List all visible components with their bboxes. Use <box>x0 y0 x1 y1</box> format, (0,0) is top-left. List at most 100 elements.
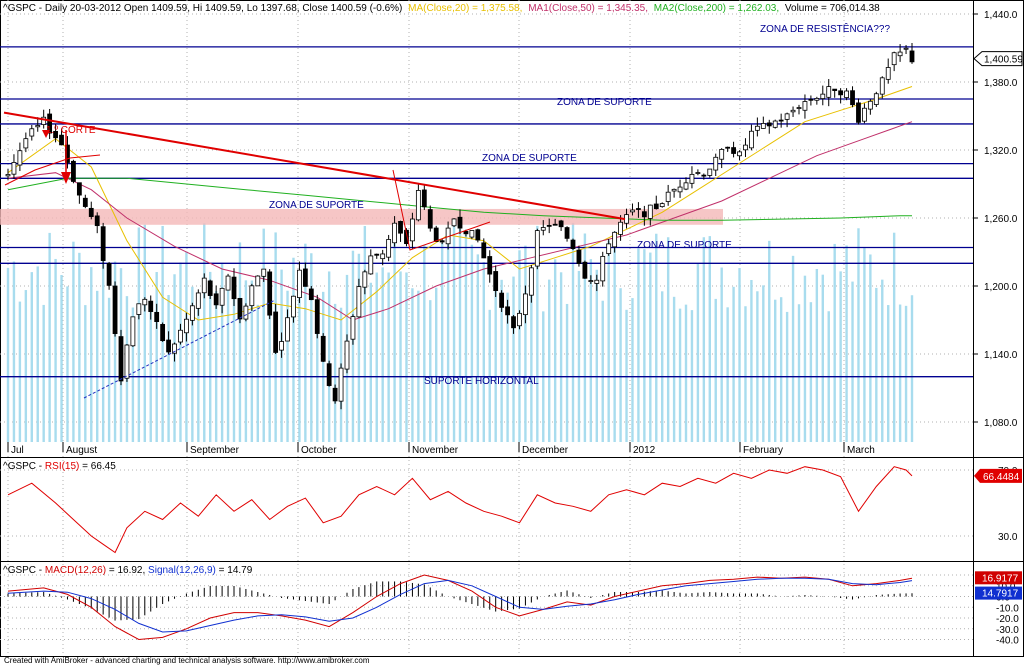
candle-body <box>707 168 713 176</box>
macd-tick-label: -30.0 <box>996 625 1019 636</box>
price-tick-label: 1,200.0 <box>984 282 1018 293</box>
candle-body <box>178 329 183 343</box>
volume-bar <box>42 304 45 442</box>
volume-bar <box>107 297 111 442</box>
candle-body <box>410 218 415 242</box>
date-tick-label: October <box>301 445 337 456</box>
candle-body <box>17 150 23 166</box>
volume-bar <box>530 287 533 442</box>
candlesticks <box>5 43 915 410</box>
candle-body <box>689 173 695 184</box>
candle-body <box>844 90 849 98</box>
candle-body <box>356 286 362 318</box>
candle-body <box>612 231 618 248</box>
candle-body <box>653 203 659 210</box>
candle-body <box>891 52 897 66</box>
candle-body <box>195 292 201 309</box>
candle-body <box>826 86 832 98</box>
candle-body <box>671 188 677 192</box>
volume-bar <box>738 268 741 442</box>
support-zone-label-3: ZONA DE SUPORTE <box>269 200 364 211</box>
volume-bar <box>744 306 747 442</box>
candle-body <box>261 268 267 277</box>
volume-bar <box>78 252 81 442</box>
candle-body <box>499 292 505 308</box>
volume-bar <box>292 257 295 442</box>
candle-body <box>29 128 35 137</box>
candle-body <box>903 47 909 50</box>
candle-body <box>814 97 820 101</box>
candle-body <box>285 317 290 342</box>
candle-body <box>243 305 249 320</box>
rsi-value-marker <box>974 468 1022 483</box>
price-tick-label: 1,320.0 <box>984 146 1018 157</box>
volume-bar <box>881 279 884 442</box>
candle-body <box>189 305 195 321</box>
candle-body <box>249 285 255 307</box>
volume-bar <box>506 292 509 442</box>
last-price-label: 1,400.59 <box>984 55 1023 66</box>
candle-body <box>451 218 457 227</box>
volume-bar <box>637 248 640 442</box>
horizontal-support-label: SUPORTE HORIZONTAL <box>424 376 539 387</box>
date-tick-label: March <box>847 445 875 456</box>
candle-body <box>374 253 380 256</box>
volume-bar <box>60 275 63 442</box>
volume-bar <box>464 234 468 442</box>
candle-body <box>219 287 225 306</box>
candle-body <box>713 156 719 171</box>
candle-body <box>862 107 867 122</box>
candle-body <box>695 172 701 174</box>
candle-body <box>897 51 903 57</box>
candle-body <box>564 227 570 239</box>
volume-bar <box>191 286 194 442</box>
candle-body <box>225 275 231 291</box>
candle-body <box>505 306 510 316</box>
volume-bar <box>209 271 212 442</box>
volume-bar <box>375 272 378 442</box>
volume-bar <box>137 227 141 442</box>
volume-bar <box>720 267 723 442</box>
volume-bar <box>393 236 396 442</box>
volume-bar <box>803 275 807 442</box>
cut-arrow-head <box>61 172 71 184</box>
candle-body <box>731 147 736 154</box>
candle-body <box>94 215 100 227</box>
candle-body <box>433 227 439 242</box>
date-tick-label: December <box>522 445 569 456</box>
macd-tick-label: -40.0 <box>996 636 1019 647</box>
candle-body <box>142 298 148 306</box>
candle-body <box>308 288 314 301</box>
volume-bar <box>18 301 22 442</box>
candle-body <box>415 190 421 221</box>
candle-body <box>808 98 814 101</box>
price-tick-label: 1,260.0 <box>984 214 1018 225</box>
candle-body <box>255 275 261 287</box>
volume-bar <box>613 231 616 442</box>
volume-bar <box>684 304 688 442</box>
candle-body <box>368 255 374 275</box>
cut-arrow-head-small <box>42 130 50 138</box>
volume-bar <box>30 272 33 442</box>
first-cut-label: 1.º CORTE <box>46 125 96 136</box>
ma20-legend: MA(Close,20) = 1,375.58, <box>408 3 522 14</box>
volume-bar <box>333 303 337 442</box>
rsi-header: ^GSPC - RSI(15) = 66.45 <box>3 461 116 472</box>
volume-bar <box>327 271 331 442</box>
candle-body <box>386 239 392 258</box>
candle-body <box>546 224 552 227</box>
volume-bar <box>595 269 598 442</box>
macd-panel <box>7 574 913 641</box>
volume-bar <box>446 234 450 442</box>
volume-bar <box>298 275 301 442</box>
candle-body <box>749 130 754 149</box>
price-tick-label: 1,440.0 <box>984 10 1018 21</box>
candle-body <box>534 230 540 267</box>
candle-body <box>665 191 671 202</box>
ma50-legend: MA1(Close,50) = 1,345.35, <box>528 3 648 14</box>
price-header-main: ^GSPC - Daily 20-03-2012 Open 1409.59, H… <box>3 3 402 14</box>
volume-bar <box>143 224 146 442</box>
volume-bar <box>524 245 527 442</box>
volume-bar <box>655 233 658 442</box>
